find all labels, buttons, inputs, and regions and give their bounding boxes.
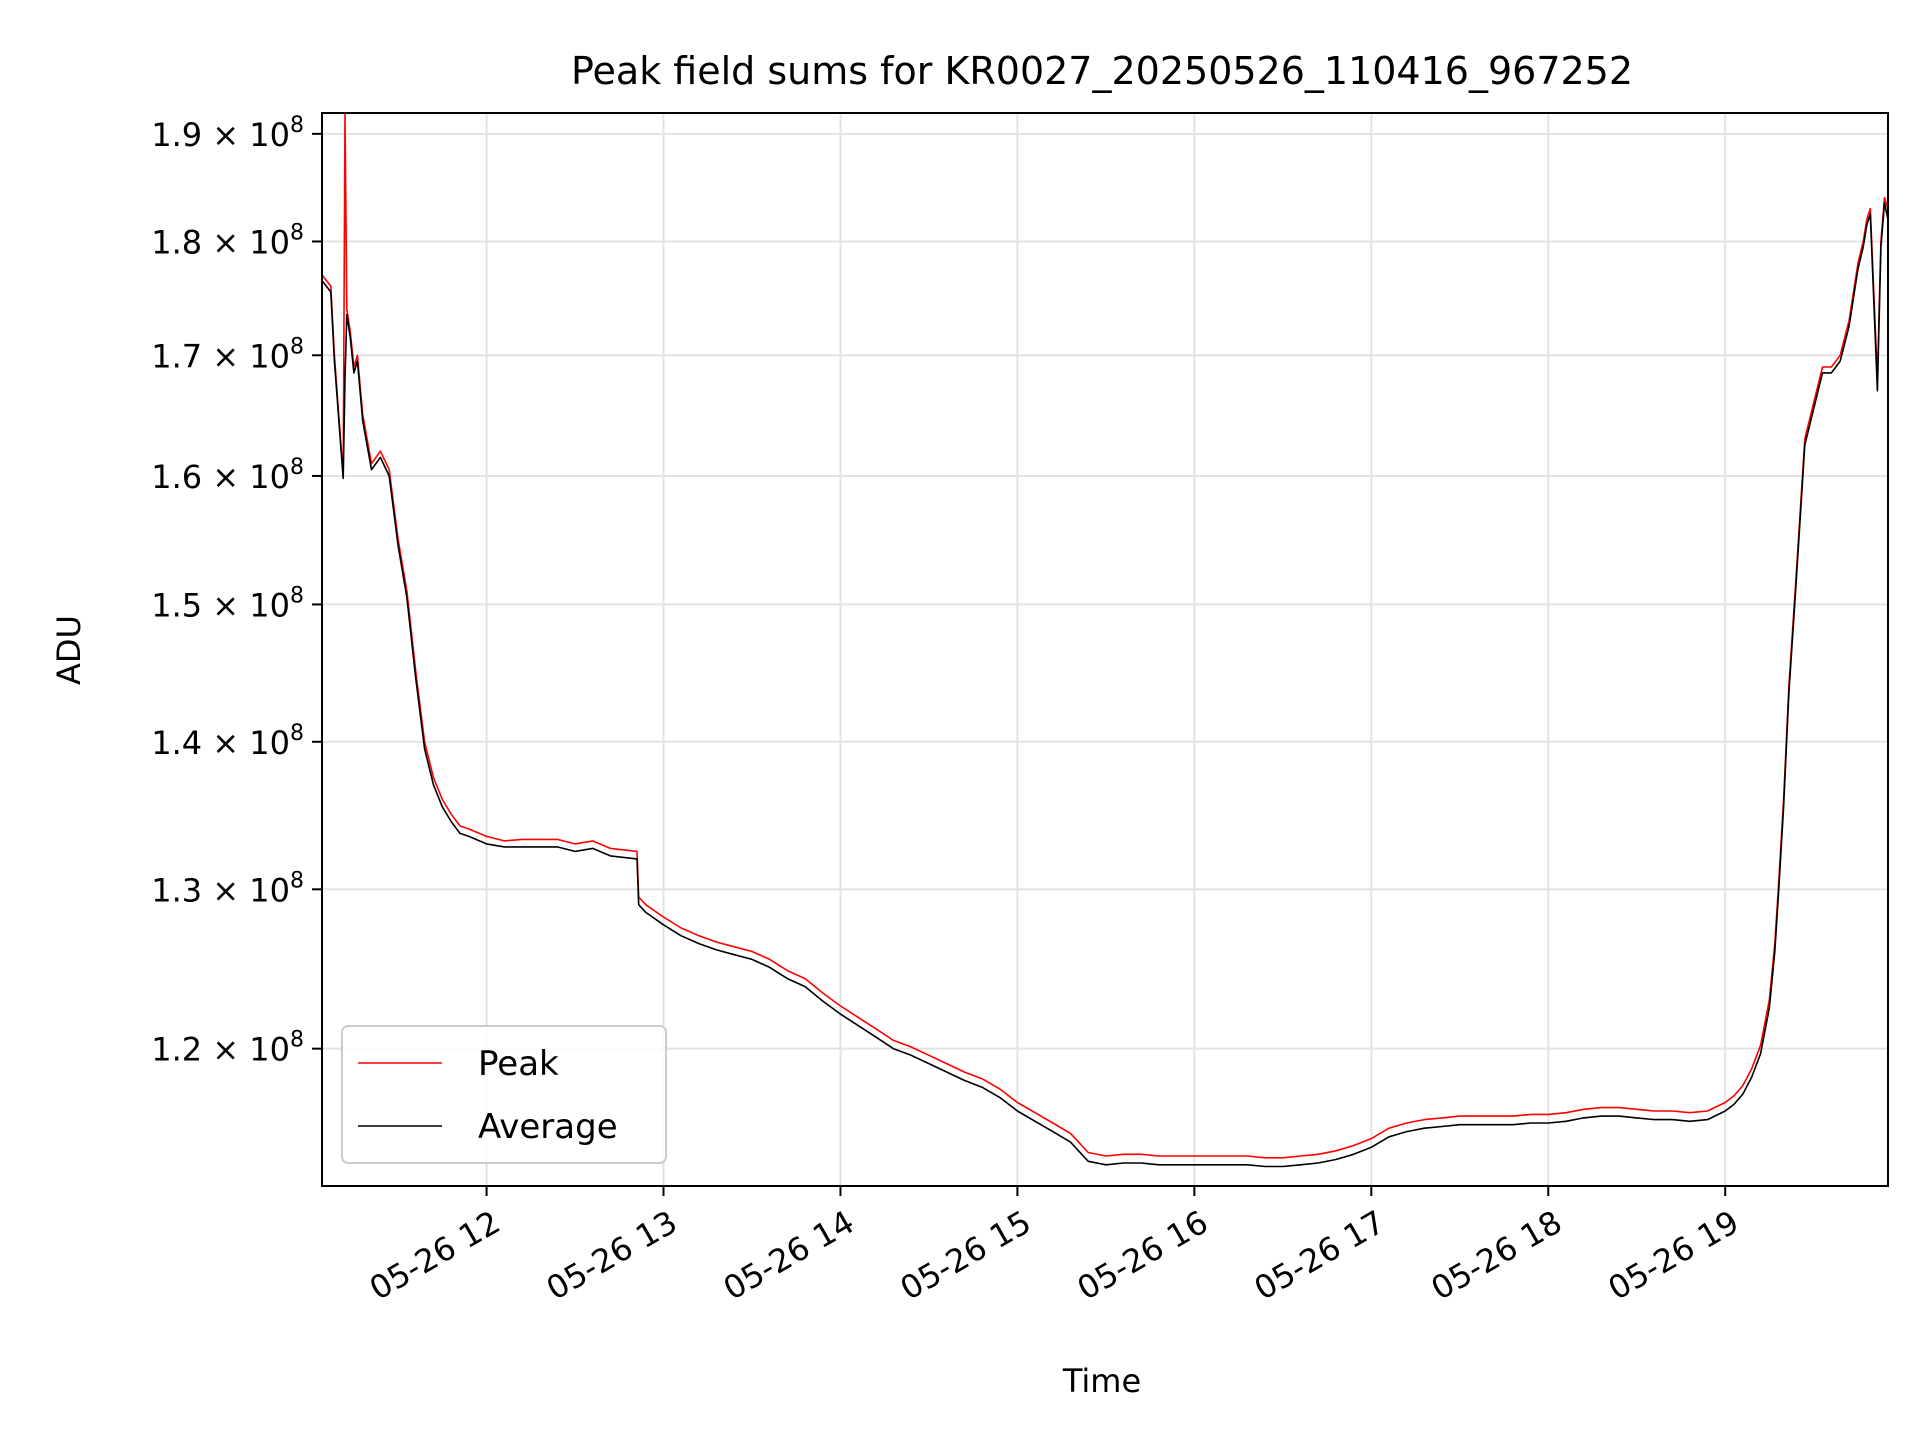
y-tick-mantissa: 1.9 × 10 bbox=[151, 116, 290, 154]
y-tick-label: 1.7 × 108 bbox=[151, 334, 304, 375]
legend-label-average: Average bbox=[478, 1107, 618, 1147]
y-tick-exponent: 8 bbox=[290, 1028, 304, 1053]
y-tick-exponent: 8 bbox=[290, 721, 304, 746]
y-tick-label: 1.8 × 108 bbox=[151, 220, 304, 261]
y-tick-label: 1.2 × 108 bbox=[151, 1028, 304, 1069]
y-tick-label: 1.3 × 108 bbox=[151, 868, 304, 909]
x-axis-label: Time bbox=[1062, 1362, 1141, 1400]
y-tick-mantissa: 1.2 × 10 bbox=[151, 1031, 290, 1069]
y-tick-mantissa: 1.7 × 10 bbox=[151, 337, 290, 375]
y-tick-label: 1.9 × 108 bbox=[151, 113, 304, 154]
y-tick-exponent: 8 bbox=[290, 868, 304, 893]
y-tick-mantissa: 1.3 × 10 bbox=[151, 871, 290, 909]
y-axis-label: ADU bbox=[50, 615, 88, 685]
legend-label-peak: Peak bbox=[478, 1044, 559, 1084]
y-tick-exponent: 8 bbox=[290, 113, 304, 138]
legend: Peak Average bbox=[341, 1025, 667, 1164]
y-tick-label: 1.6 × 108 bbox=[151, 455, 304, 496]
grid bbox=[322, 113, 1888, 1186]
y-tick-exponent: 8 bbox=[290, 583, 304, 608]
y-tick-mantissa: 1.4 × 10 bbox=[151, 724, 290, 762]
y-tick-exponent: 8 bbox=[290, 220, 304, 245]
legend-box bbox=[341, 1025, 667, 1164]
y-tick-label: 1.5 × 108 bbox=[151, 583, 304, 624]
series-line-peak bbox=[322, 113, 1888, 1159]
series-line-average bbox=[322, 202, 1888, 1168]
y-tick-exponent: 8 bbox=[290, 455, 304, 480]
y-tick-mantissa: 1.5 × 10 bbox=[151, 586, 290, 624]
y-tick-mantissa: 1.6 × 10 bbox=[151, 458, 290, 496]
chart-title: Peak field sums for KR0027_20250526_1104… bbox=[571, 49, 1633, 93]
y-tick-mantissa: 1.8 × 10 bbox=[151, 223, 290, 261]
y-tick-exponent: 8 bbox=[290, 334, 304, 359]
y-tick-label: 1.4 × 108 bbox=[151, 721, 304, 762]
series-layer bbox=[322, 113, 1888, 1168]
plot-frame bbox=[321, 112, 1889, 1187]
